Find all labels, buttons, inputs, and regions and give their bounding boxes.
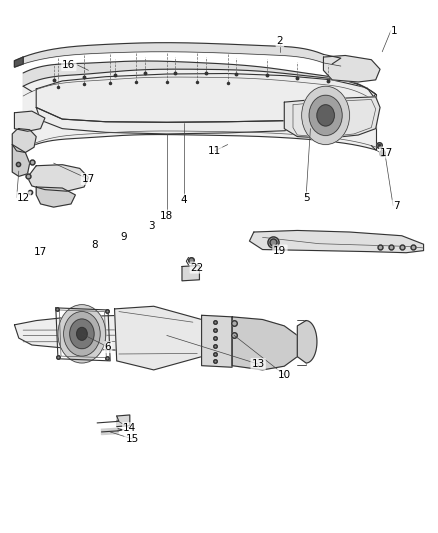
Polygon shape — [23, 69, 376, 150]
Polygon shape — [23, 43, 323, 64]
Polygon shape — [323, 55, 380, 82]
Text: 17: 17 — [380, 148, 393, 158]
Polygon shape — [232, 317, 297, 370]
Circle shape — [309, 95, 342, 135]
Polygon shape — [28, 165, 88, 191]
Circle shape — [70, 319, 94, 349]
Text: 9: 9 — [120, 232, 127, 242]
Text: 12: 12 — [17, 192, 30, 203]
Circle shape — [317, 105, 334, 126]
Text: 13: 13 — [251, 359, 265, 369]
Circle shape — [64, 312, 100, 356]
Text: 17: 17 — [34, 247, 47, 257]
Text: 18: 18 — [160, 211, 173, 221]
Text: 10: 10 — [278, 370, 291, 379]
Text: 2: 2 — [277, 36, 283, 46]
Text: 22: 22 — [191, 263, 204, 272]
Text: 5: 5 — [303, 192, 309, 203]
Polygon shape — [14, 111, 45, 131]
Polygon shape — [36, 100, 376, 134]
Polygon shape — [182, 265, 199, 281]
Text: 16: 16 — [62, 60, 75, 70]
Circle shape — [302, 86, 350, 144]
Text: 3: 3 — [148, 221, 155, 231]
Polygon shape — [12, 128, 36, 152]
Circle shape — [58, 305, 106, 363]
Polygon shape — [12, 144, 30, 176]
Polygon shape — [297, 320, 317, 363]
Text: 7: 7 — [393, 200, 400, 211]
Polygon shape — [284, 97, 380, 138]
Polygon shape — [201, 316, 232, 367]
Text: 11: 11 — [208, 146, 221, 156]
Text: 15: 15 — [125, 434, 138, 444]
Text: 6: 6 — [105, 342, 111, 352]
Polygon shape — [36, 74, 376, 122]
Polygon shape — [102, 428, 118, 434]
Text: 14: 14 — [123, 423, 136, 433]
Polygon shape — [14, 57, 23, 67]
Text: 19: 19 — [273, 246, 286, 256]
Text: 8: 8 — [92, 240, 98, 251]
Polygon shape — [250, 230, 424, 253]
Polygon shape — [36, 187, 75, 207]
Text: 17: 17 — [82, 174, 95, 184]
Polygon shape — [23, 61, 376, 94]
Polygon shape — [117, 415, 130, 426]
Circle shape — [77, 327, 87, 340]
Text: 1: 1 — [391, 26, 398, 36]
Text: 4: 4 — [181, 195, 187, 205]
Polygon shape — [14, 316, 228, 350]
Polygon shape — [115, 306, 201, 370]
